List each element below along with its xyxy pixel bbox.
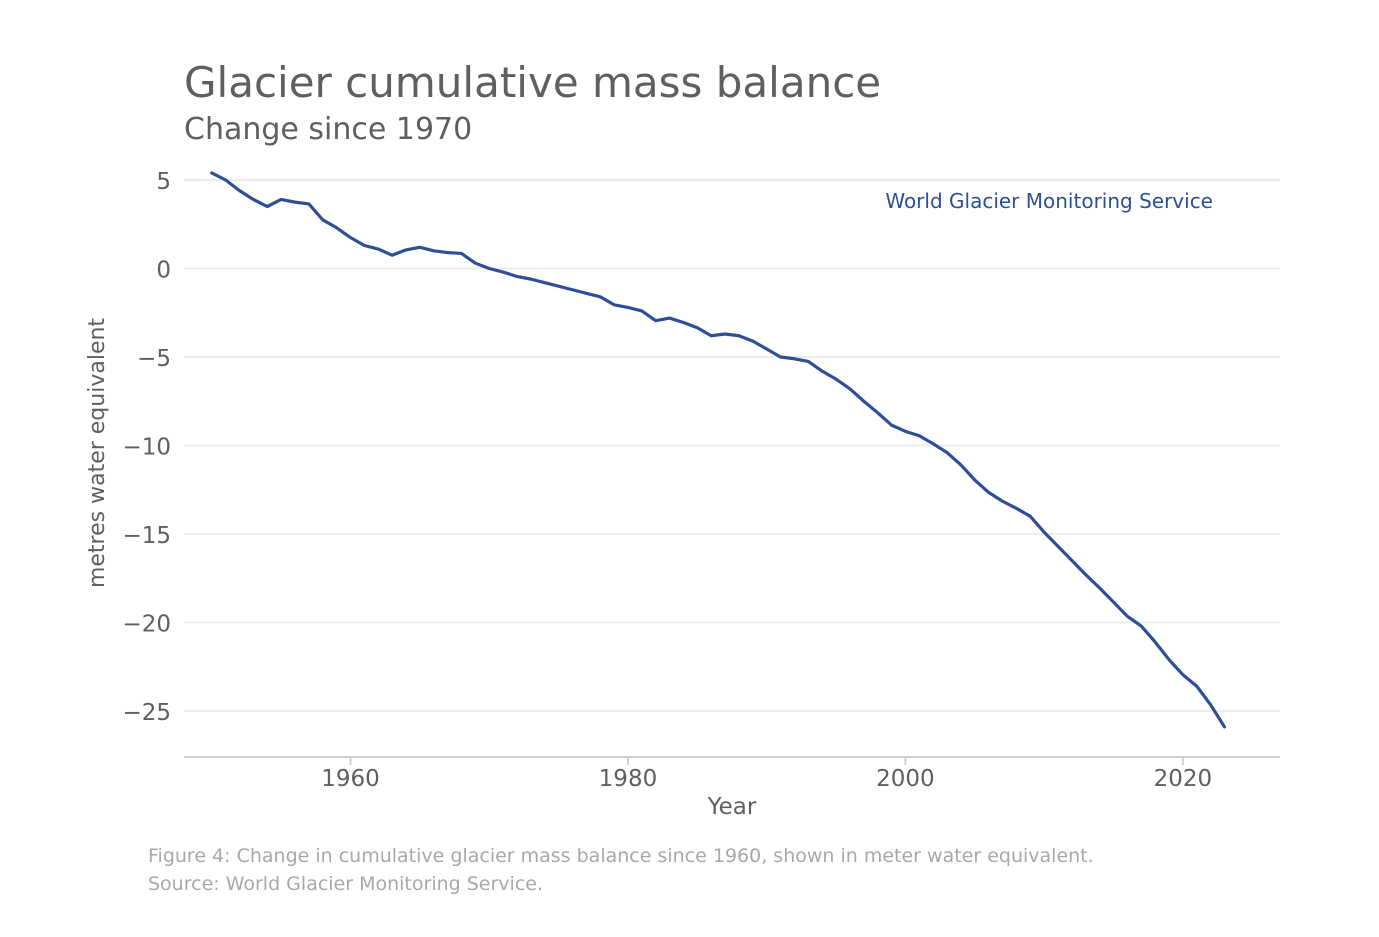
data-point — [377, 247, 380, 250]
data-point — [280, 198, 283, 201]
data-point — [391, 254, 394, 257]
line-chart: 5 0 −5 −10 −15 −20 −25 1960 1980 2000 2020 World … — [85, 169, 1280, 820]
data-point — [1056, 545, 1059, 548]
data-point — [779, 355, 782, 358]
y-tick-label: −15 — [122, 523, 171, 549]
data-point — [543, 281, 546, 284]
data-point — [349, 236, 352, 239]
caption-line-1: Figure 4: Change in cumulative glacier m… — [148, 845, 1094, 867]
data-point — [862, 400, 865, 403]
data-point — [751, 339, 754, 342]
y-axis-ticks: 5 0 −5 −10 −15 −20 −25 — [122, 169, 171, 726]
data-point — [890, 424, 893, 427]
data-point — [501, 270, 504, 273]
y-tick-label: 5 — [156, 169, 171, 195]
data-point — [612, 303, 615, 306]
data-point — [252, 198, 255, 201]
data-point — [210, 171, 213, 174]
data-point — [557, 285, 560, 288]
chart-title: Glacier cumulative mass balance — [184, 58, 882, 107]
data-point — [1112, 601, 1115, 604]
data-point — [1084, 573, 1087, 576]
data-point — [1015, 507, 1018, 510]
data-point — [1209, 703, 1212, 706]
data-point — [488, 267, 491, 270]
data-point — [640, 309, 643, 312]
x-tick-label: 1980 — [599, 766, 658, 792]
source-annotation: World Glacier Monitoring Service — [885, 189, 1213, 213]
data-point — [404, 248, 407, 251]
data-point — [987, 491, 990, 494]
chart-subtitle: Change since 1970 — [184, 112, 473, 147]
y-tick-label: 0 — [156, 258, 171, 284]
data-point — [446, 251, 449, 254]
data-point — [904, 430, 907, 433]
x-tick-label: 2020 — [1154, 766, 1213, 792]
data-point — [418, 246, 421, 249]
data-point — [571, 288, 574, 291]
data-point — [1043, 531, 1046, 534]
data-point — [363, 244, 366, 247]
data-point — [765, 347, 768, 350]
y-tick-label: −25 — [122, 700, 171, 726]
data-point — [1181, 673, 1184, 676]
data-point — [515, 275, 518, 278]
x-axis-ticks: 1960 1980 2000 2020 — [321, 757, 1212, 792]
mass-balance-line — [210, 171, 1227, 729]
data-point — [668, 316, 671, 319]
data-point — [1154, 640, 1157, 643]
data-point — [807, 360, 810, 363]
data-point — [945, 451, 948, 454]
data-point — [266, 205, 269, 208]
data-point — [793, 357, 796, 360]
data-point — [821, 370, 824, 373]
data-point — [335, 226, 338, 229]
data-point — [1140, 624, 1143, 627]
data-point — [293, 201, 296, 204]
data-point — [238, 189, 241, 192]
data-point — [710, 334, 713, 337]
data-point — [918, 434, 921, 437]
data-point — [876, 411, 879, 414]
figure-caption: Figure 4: Change in cumulative glacier m… — [148, 842, 1220, 898]
x-tick-label: 1960 — [321, 766, 380, 792]
data-point — [959, 463, 962, 466]
data-point — [1029, 515, 1032, 518]
data-point — [585, 292, 588, 295]
x-axis-label: Year — [707, 794, 757, 820]
data-point — [737, 334, 740, 337]
data-point — [834, 378, 837, 381]
data-point — [599, 295, 602, 298]
data-point — [307, 202, 310, 205]
data-point — [682, 321, 685, 324]
y-tick-label: −10 — [122, 435, 171, 461]
data-point — [932, 442, 935, 445]
data-point — [529, 278, 532, 281]
data-point — [973, 478, 976, 481]
data-point — [1126, 615, 1129, 618]
data-point — [432, 249, 435, 252]
x-tick-label: 2000 — [876, 766, 935, 792]
data-point — [1223, 725, 1226, 728]
data-point — [1167, 658, 1170, 661]
y-axis-label: metres water equivalent — [85, 318, 110, 588]
gridlines — [184, 179, 1280, 712]
data-point — [1098, 586, 1101, 589]
data-point — [1070, 559, 1073, 562]
data-point — [1195, 685, 1198, 688]
data-point — [224, 178, 227, 181]
data-point — [723, 332, 726, 335]
y-tick-label: −20 — [122, 612, 171, 638]
data-point — [654, 319, 657, 322]
data-point — [474, 262, 477, 265]
data-point — [460, 252, 463, 255]
data-points — [210, 171, 1226, 728]
data-point — [321, 218, 324, 221]
y-tick-label: −5 — [137, 346, 171, 372]
data-point — [626, 306, 629, 309]
data-point — [848, 387, 851, 390]
data-point — [1001, 500, 1004, 503]
data-point — [696, 326, 699, 329]
caption-line-2: Source: World Glacier Monitoring Service… — [148, 873, 544, 895]
